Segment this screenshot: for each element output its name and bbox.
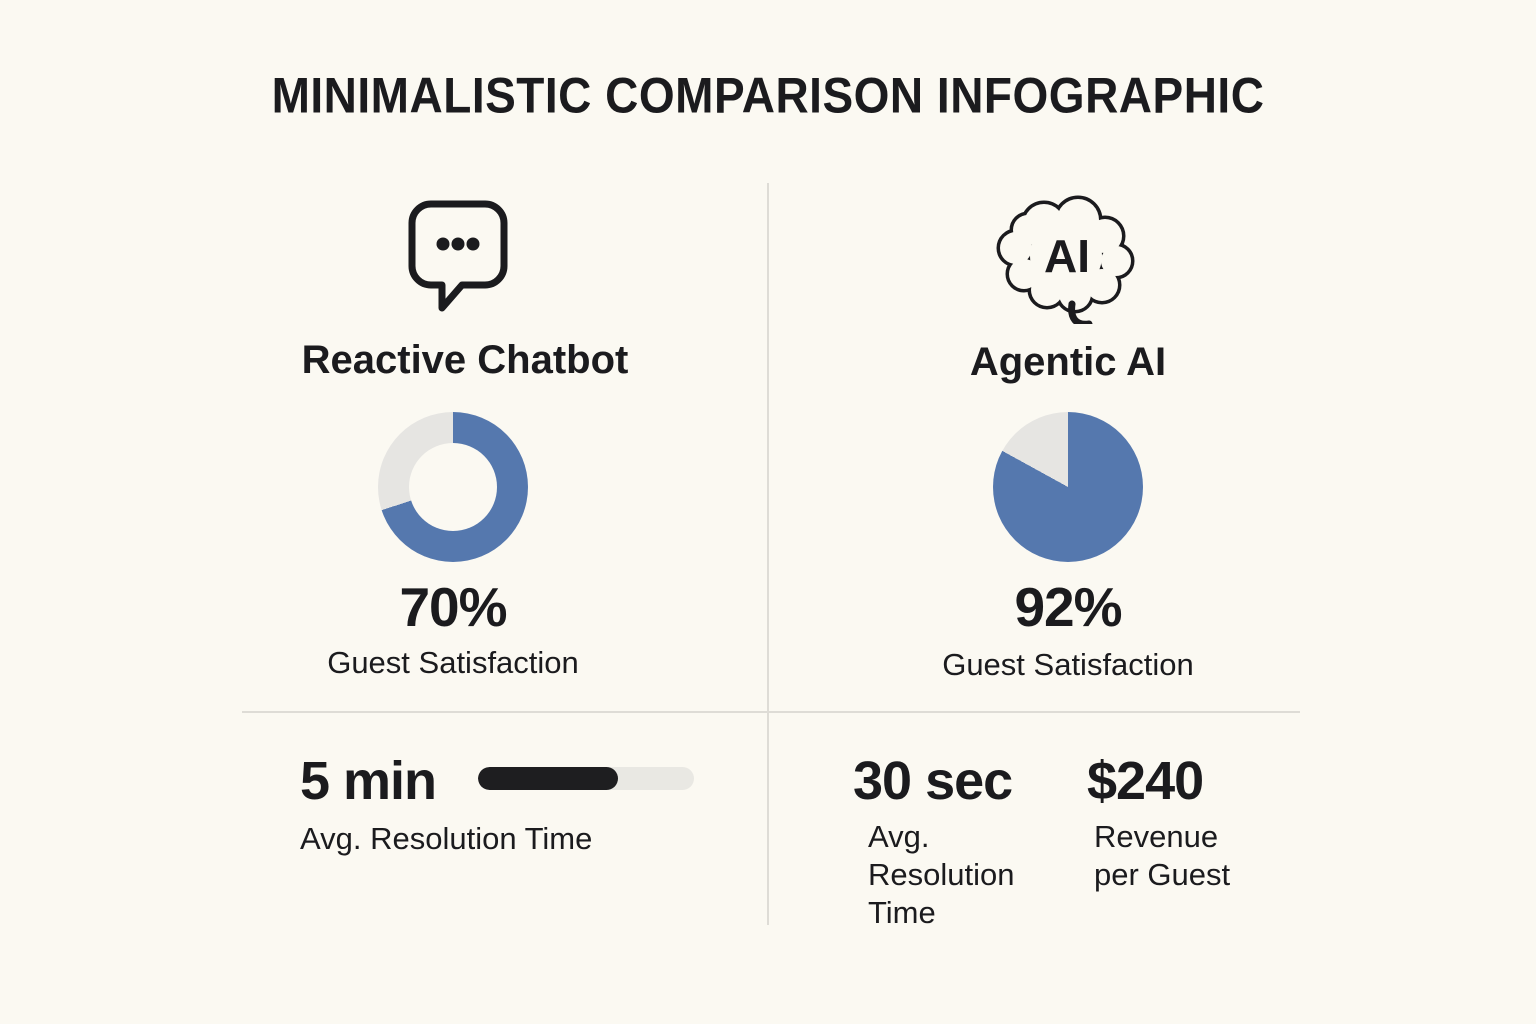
chat-bubble-icon [398,192,518,316]
satisfaction-label-left: Guest Satisfaction [327,645,579,680]
pie-chart-guest-satisfaction [993,412,1143,562]
revenue-value: $240 [1087,751,1204,811]
resolution-value-right: 30 sec [853,751,1013,811]
satisfaction-label-right: Guest Satisfaction [942,647,1194,682]
revenue-label: Revenue per Guest [1094,819,1231,892]
donut-hole [409,443,497,531]
donut-chart-guest-satisfaction [378,412,528,562]
bar-fill [478,767,619,790]
resolution-bar [478,767,694,790]
page-title: MINIMALISTIC COMPARISON INFOGRAPHIC [271,66,1265,124]
resolution-label-right: Avg. Resolution Time [868,819,1015,930]
ai-icon-text: AI [1044,230,1090,282]
vertical-divider [767,183,769,925]
horizontal-divider [242,711,1300,713]
ai-brain-icon: AI [992,184,1142,328]
resolution-value-left: 5 min [300,751,437,811]
column-name-agentic-ai: Agentic AI [969,340,1167,384]
satisfaction-value-right: 92% [1014,576,1122,638]
satisfaction-value-left: 70% [399,576,507,638]
resolution-label-left: Avg. Resolution Time [300,821,593,856]
column-name-reactive-chatbot: Reactive Chatbot [301,338,629,382]
